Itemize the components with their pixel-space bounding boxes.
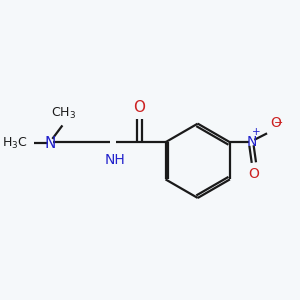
Text: CH$_3$: CH$_3$ [51,106,76,121]
Text: O: O [133,100,145,115]
Text: O: O [271,116,281,130]
Text: O: O [248,167,259,181]
Text: N: N [45,136,56,151]
Text: N: N [246,135,257,149]
Text: −: − [274,118,283,128]
Text: +: + [252,128,261,137]
Text: H$_3$C: H$_3$C [2,136,28,151]
Text: NH: NH [105,153,125,167]
